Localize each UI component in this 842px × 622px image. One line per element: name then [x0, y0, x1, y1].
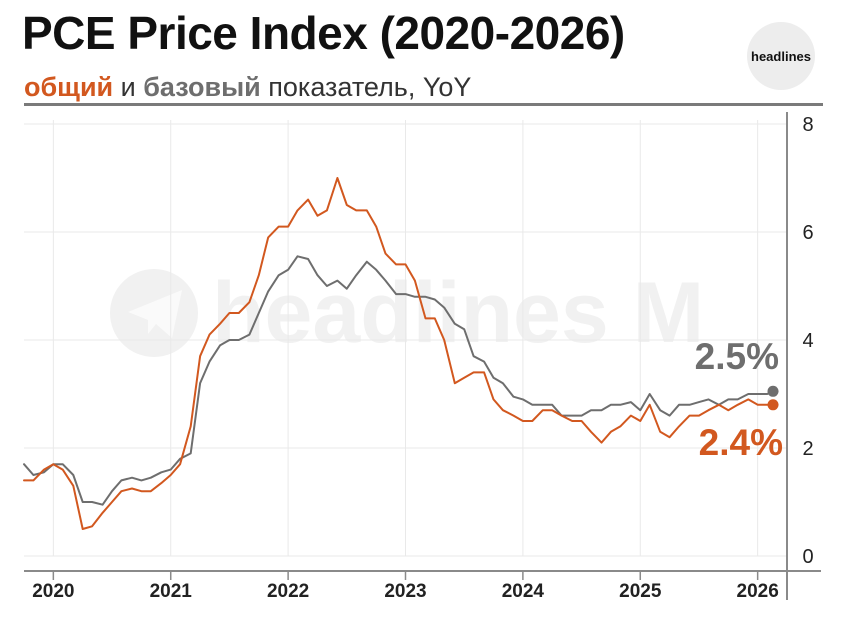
y-tick-label: 0	[802, 546, 813, 568]
series-line-headline	[23, 177, 779, 530]
chart-title: PCE Price Index (2020-2026)	[22, 7, 625, 59]
x-tick-label: 2024	[502, 581, 545, 602]
core-end-marker	[767, 385, 779, 397]
y-tick-label: 2	[802, 438, 813, 460]
logo-text: headlines	[751, 48, 811, 64]
y-tick-label: 4	[802, 330, 813, 352]
core-end-value-label: 2.5%	[695, 336, 779, 377]
x-tick-label: 2023	[384, 581, 426, 602]
y-tick-label: 6	[802, 222, 813, 244]
headline-end-marker	[767, 399, 779, 411]
series-line-core	[23, 255, 779, 506]
chart-subtitle: общий и базовый показатель, YoY	[24, 72, 471, 103]
legend-headline-label: общий	[24, 72, 114, 102]
x-tick-label: 2021	[150, 581, 193, 602]
x-tick-label: 2020	[32, 581, 74, 602]
watermark: headlines M	[110, 265, 704, 361]
subtitle-rest: показатель, YoY	[260, 72, 472, 102]
watermark-text: headlines M	[212, 265, 704, 361]
headlines-logo: headlines	[747, 22, 815, 90]
legend-core-label: базовый	[143, 72, 261, 102]
headline-end-value-label: 2.4%	[699, 422, 783, 463]
x-tick-label: 2022	[267, 581, 309, 602]
title-divider	[24, 103, 823, 106]
x-tick-label: 2026	[737, 581, 779, 602]
subtitle-conjunction: и	[113, 72, 144, 102]
telegram-plane-shape	[128, 290, 182, 338]
x-tick-label: 2025	[619, 581, 662, 602]
y-tick-label: 8	[802, 114, 813, 136]
